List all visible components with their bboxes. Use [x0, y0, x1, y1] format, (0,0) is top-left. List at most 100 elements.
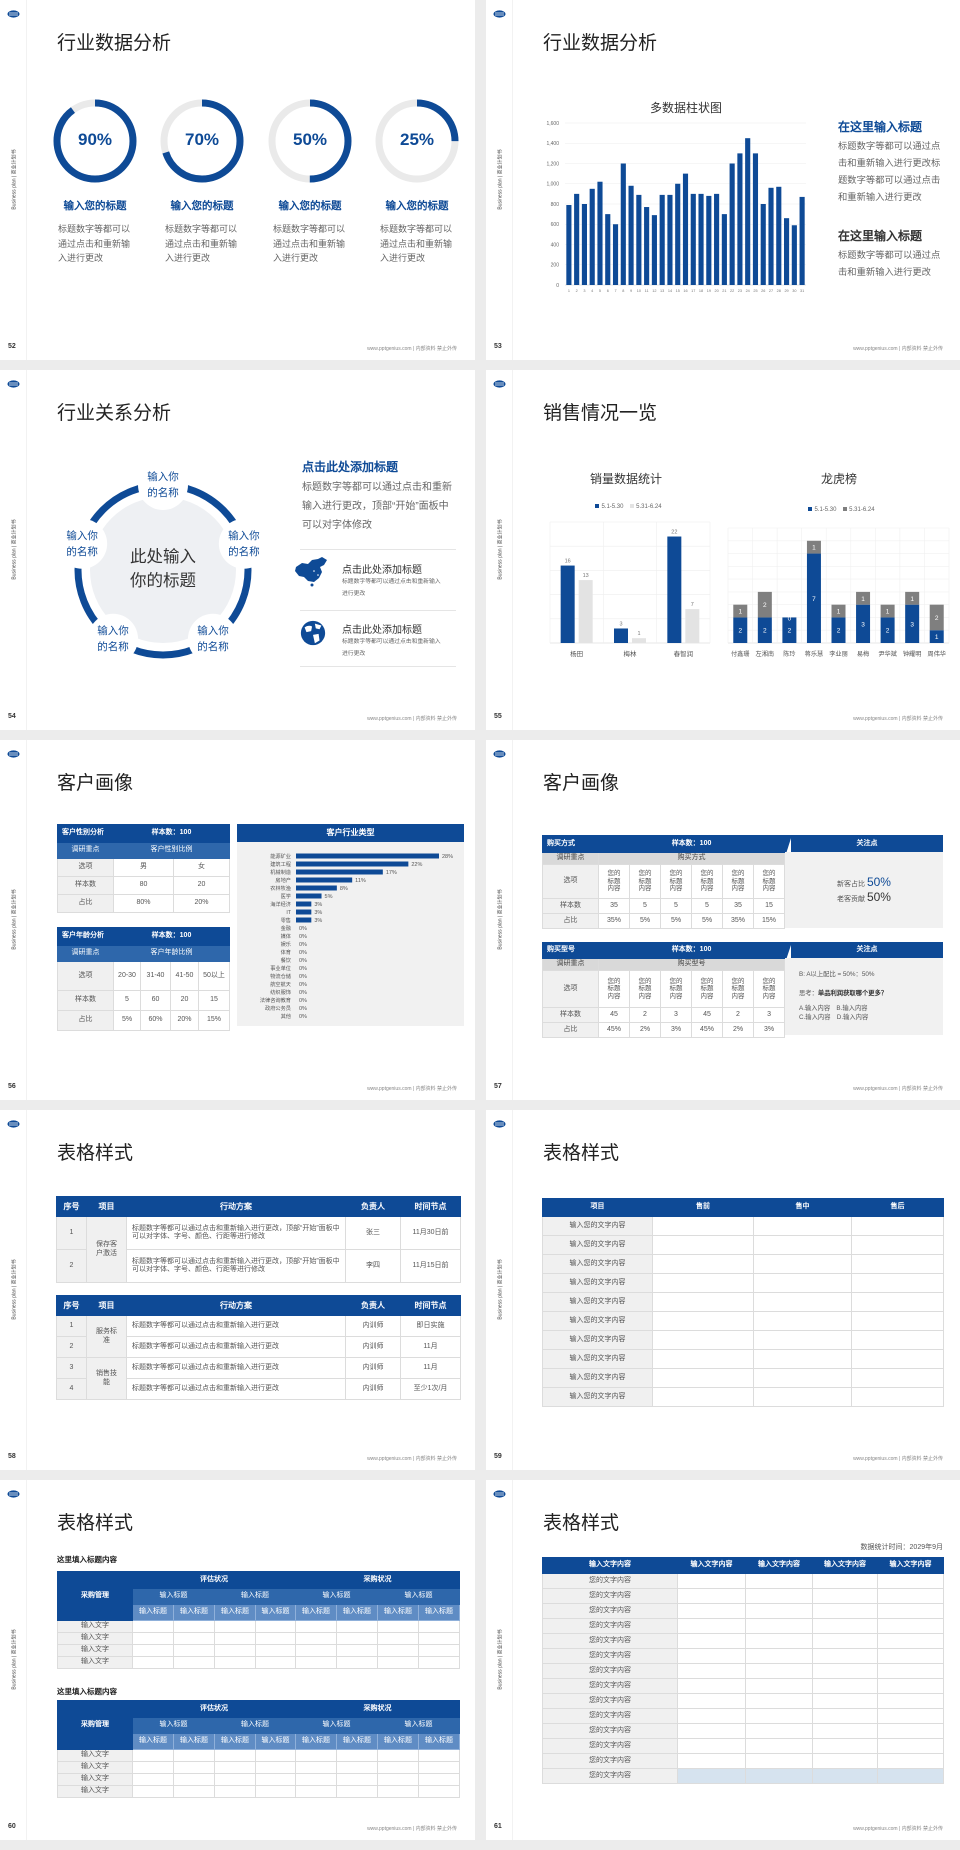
- table-cell: [812, 1768, 878, 1784]
- table-cell: [745, 1693, 813, 1709]
- y-tick-label: 1,000: [546, 182, 559, 188]
- table-cell: [812, 1573, 878, 1589]
- page-number: 60: [8, 1823, 16, 1830]
- table-cell: 您的标题内容: [722, 970, 754, 1008]
- table-cell: 20: [173, 876, 230, 895]
- row-label: 您的文字内容: [542, 1588, 678, 1604]
- ring-heading: 输入您的标题: [170, 200, 234, 212]
- bar: [296, 869, 383, 875]
- row-label: 输入您的文字内容: [542, 1311, 653, 1331]
- subheader-row: 调研重点 客户性别比例: [57, 842, 230, 859]
- table-cell: [851, 1330, 944, 1350]
- slide-55: Business plan | 商业计划书 55 www.pptgenius.c…: [486, 370, 960, 730]
- table-cell: [255, 1785, 296, 1798]
- data-label: 7: [812, 596, 816, 603]
- table-cell: [214, 1761, 256, 1774]
- table-cell: [753, 1235, 852, 1255]
- table-cell: [336, 1773, 378, 1786]
- footer: www.pptgenius.com | 内部资料 禁止外传: [853, 1826, 943, 1832]
- corner-header: 采购管理: [57, 1700, 133, 1750]
- table-row: 输入文字: [57, 1785, 460, 1798]
- column-header: 项目: [86, 1196, 127, 1217]
- row-label: 输入您的文字内容: [542, 1273, 653, 1293]
- slide-title: 销售情况一览: [543, 403, 658, 424]
- legend-swatch: [595, 504, 600, 508]
- page-number: 57: [494, 1083, 502, 1090]
- industry-panel-header: 客户行业类型: [237, 824, 464, 842]
- slide-title: 行业数据分析: [57, 33, 172, 54]
- data-label: 0%: [299, 966, 307, 972]
- table-row: 样本数 35 5 5 5 35 15: [542, 898, 786, 914]
- table-cell: 15: [752, 898, 786, 914]
- table-cell: [812, 1738, 878, 1754]
- table-cell: [745, 1618, 813, 1634]
- row-label: 占比: [542, 1022, 599, 1038]
- data-label: 0%: [299, 990, 307, 996]
- table-cell: [812, 1603, 878, 1619]
- ratio-text: B: A以上配比 = 50%：50%: [799, 971, 875, 978]
- table-cell: [255, 1773, 296, 1786]
- column-header: 售中: [753, 1198, 852, 1217]
- table-cell: [652, 1311, 754, 1331]
- x-tick-label: 18: [699, 289, 703, 293]
- table-cell: [677, 1633, 746, 1649]
- y-tick-label: 600: [551, 222, 560, 228]
- slide-59: Business plan | 商业计划书 59 www.pptgenius.c…: [486, 1110, 960, 1470]
- focus-label: 调研重点: [57, 842, 114, 859]
- sub-header: 输入标题: [214, 1588, 296, 1605]
- table-row: 输入您的文字内容: [542, 1216, 944, 1236]
- table-cell: [745, 1603, 813, 1619]
- column-header: 行动方案: [126, 1196, 346, 1217]
- slide-57: Business plan | 商业计划书 57 www.pptgenius.c…: [486, 740, 960, 1100]
- x-tick-label: 25: [753, 289, 757, 293]
- bar: [667, 536, 682, 643]
- table-row: 您的文字内容: [542, 1588, 944, 1604]
- new-customer-label: 新客占比: [837, 881, 867, 888]
- data-label: 2: [886, 628, 890, 635]
- company-logo-icon: [493, 750, 506, 758]
- table-cell: [677, 1693, 746, 1709]
- table-cell: 45: [691, 1007, 723, 1023]
- table-cell: 您的标题内容: [752, 864, 786, 899]
- project-cell: 销售技能: [86, 1357, 127, 1400]
- table-cell: 2%: [722, 1022, 754, 1038]
- sub-sub-header: 输入标题: [214, 1733, 256, 1750]
- x-tick-label: 钟耀明: [903, 650, 922, 658]
- category-label: 房地产: [275, 876, 291, 884]
- bar: [581, 204, 588, 285]
- table-cell: 15%: [752, 913, 786, 929]
- sub-sub-header: 输入标题: [336, 1604, 378, 1621]
- table-row: 占比 5% 60% 20% 15%: [57, 1010, 230, 1031]
- table-cell: [877, 1693, 944, 1709]
- table-cell: [745, 1573, 813, 1589]
- item-title-1: 点击此处添加标题: [342, 565, 422, 576]
- header-row: 客户年龄分析 样本数：100: [57, 927, 230, 946]
- footer: www.pptgenius.com | 内部资料 禁止外传: [367, 1086, 457, 1092]
- footer: www.pptgenius.com | 内部资料 禁止外传: [367, 1826, 457, 1832]
- legend-swatch: [843, 507, 848, 511]
- company-logo-icon: [7, 1490, 20, 1498]
- bar: [768, 187, 774, 285]
- table-row: 输入您的文字内容: [542, 1330, 944, 1350]
- table-cell: 60: [140, 990, 171, 1011]
- bar: [776, 186, 782, 285]
- node-circle: [88, 613, 139, 664]
- table-cell: [877, 1663, 944, 1679]
- table-cell: [812, 1708, 878, 1724]
- side-bar: [0, 740, 27, 1100]
- table-row: 1 保存客户激活 标题数字等都可以通过点击和重新输入进行更改，顶部“开始”面板中可以…: [56, 1216, 461, 1283]
- table-cell: 5%: [660, 913, 692, 929]
- bar: [698, 193, 704, 285]
- table-row: 占比 35% 5% 5% 5% 35% 15%: [542, 913, 786, 929]
- table-cell: [745, 1633, 813, 1649]
- slide-52: Business plan | 商业计划书 52 www.pptgenius.c…: [0, 0, 475, 360]
- data-label: 3: [861, 621, 865, 628]
- deadline-cell: 11月: [400, 1357, 461, 1379]
- focus-label: 调研重点: [57, 945, 114, 962]
- table-row: 输入文字: [57, 1644, 460, 1657]
- side-bar: [486, 1480, 513, 1840]
- table-cell: [812, 1663, 878, 1679]
- table-cell: 5: [660, 898, 692, 914]
- table-cell: 20%: [170, 1010, 199, 1031]
- side-bar: [486, 740, 513, 1100]
